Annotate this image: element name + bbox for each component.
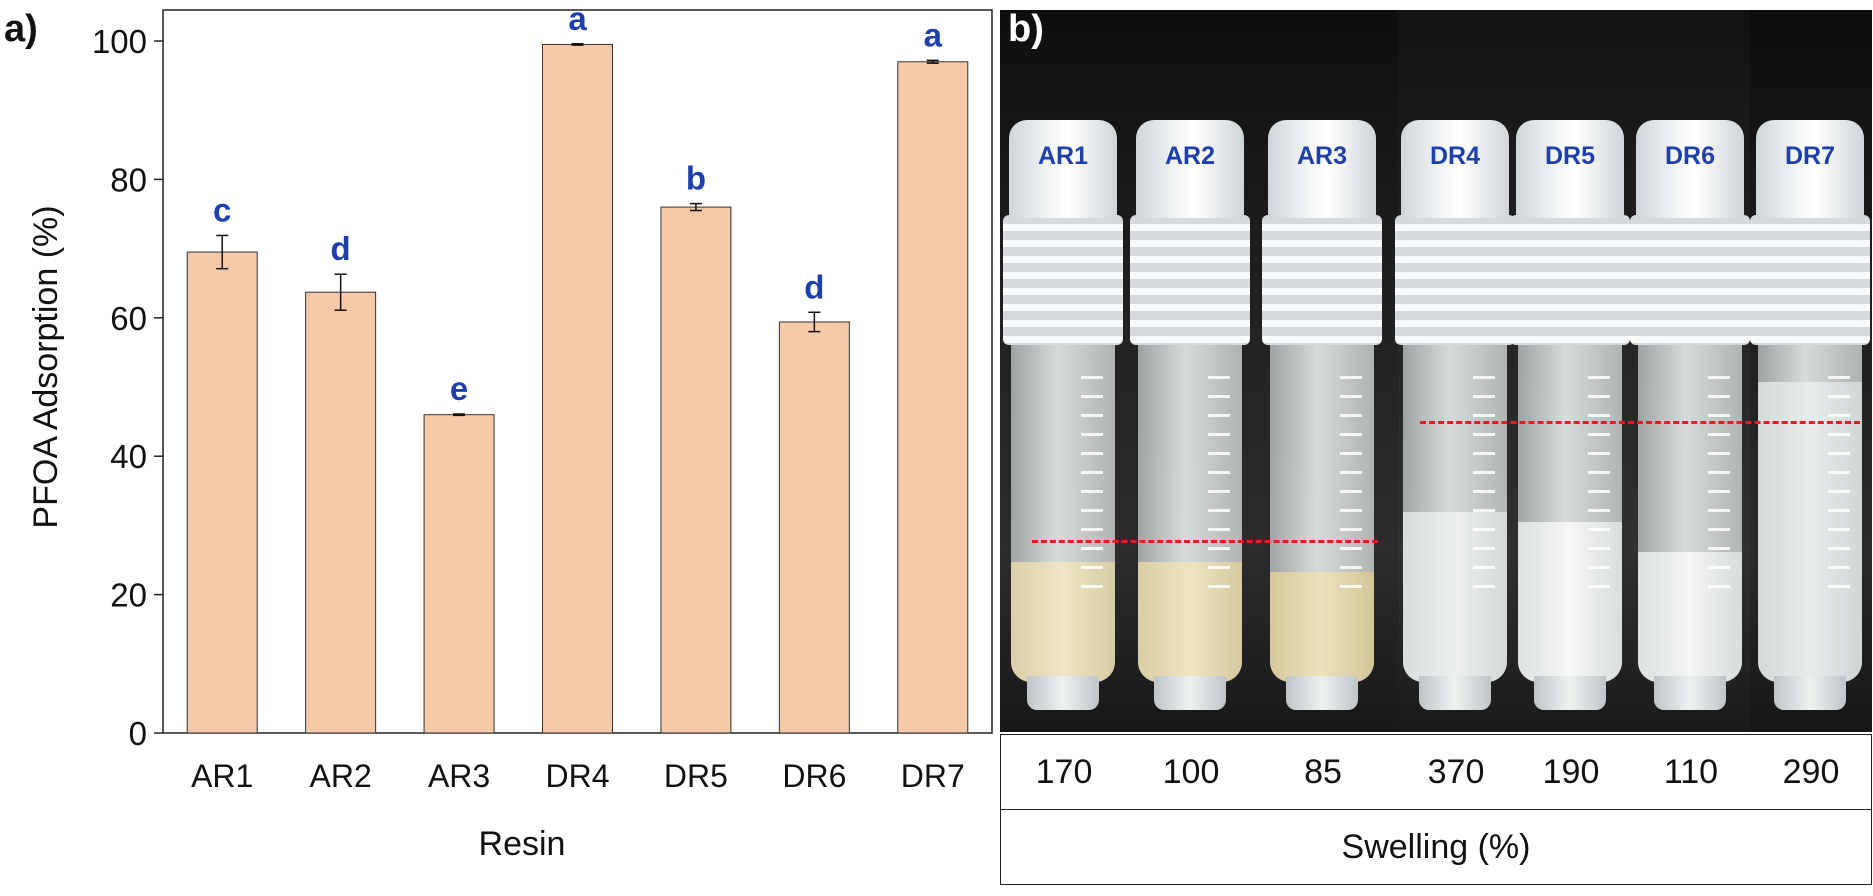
y-tick-label: 60 — [110, 300, 147, 337]
vial-photo-panel: AR1 AR2 AR3 DR4 DR5 DR6 DR7 b) — [1000, 8, 1872, 732]
vial-dr7: DR7 — [1750, 120, 1870, 710]
cap-ridges — [1630, 215, 1750, 345]
graduation-marks — [1708, 360, 1730, 600]
swelling-value-dr7: 290 — [1782, 753, 1840, 791]
panel-a-label: a) — [4, 8, 38, 50]
significance-letter-ar1: c — [213, 191, 231, 228]
significance-letter-dr6: d — [804, 268, 824, 305]
bar-dr4 — [542, 43, 613, 734]
y-tick-label: 20 — [110, 577, 147, 614]
significance-letter-dr7: a — [924, 16, 943, 53]
cap-ridges — [1395, 215, 1515, 345]
vial-dr6: DR6 — [1630, 120, 1750, 710]
y-axis-title: PFOA Adsorption (%) — [27, 205, 65, 528]
graduation-marks — [1208, 360, 1230, 600]
vial-ar1: AR1 — [1003, 120, 1123, 710]
vial-cap — [1401, 120, 1509, 218]
cap-label-ar2: AR2 — [1164, 142, 1215, 170]
swelling-value-dr6: 110 — [1663, 753, 1719, 791]
swelling-value-ar1: 170 — [1035, 753, 1093, 791]
vial-ar3: AR3 — [1262, 120, 1382, 710]
x-tick-label-dr7: DR7 — [901, 758, 965, 794]
significance-letter-ar2: d — [331, 230, 351, 267]
graduation-marks — [1588, 360, 1610, 600]
vial-ar2: AR2 — [1130, 120, 1250, 710]
x-tick-label-ar3: AR3 — [428, 758, 490, 794]
bar-dr5 — [660, 206, 732, 734]
swelling-level-line-ar — [1032, 540, 1378, 543]
x-tick-label-dr4: DR4 — [545, 758, 609, 794]
graduation-marks — [1081, 360, 1103, 600]
bar-ar3 — [423, 414, 495, 734]
swelling-value-dr4: 370 — [1427, 753, 1485, 791]
graduation-marks — [1473, 360, 1495, 600]
x-tick-label-dr6: DR6 — [782, 758, 846, 794]
cap-label-dr6: DR6 — [1664, 142, 1715, 170]
vial-base — [1774, 676, 1846, 710]
cap-label-ar1: AR1 — [1037, 142, 1088, 170]
cap-label-ar3: AR3 — [1296, 142, 1347, 170]
swelling-caption-row: Swelling (%) — [1000, 809, 1872, 885]
vial-cap — [1009, 120, 1117, 218]
cap-label-dr4: DR4 — [1429, 142, 1480, 170]
swelling-level-line-dr — [1420, 421, 1860, 424]
y-tick-label: 80 — [110, 161, 147, 198]
vial-photo: AR1 AR2 AR3 DR4 DR5 DR6 DR7 — [1000, 10, 1872, 732]
vial-cap — [1268, 120, 1376, 218]
swelling-value-ar3: 85 — [1304, 753, 1342, 791]
vial-base — [1027, 676, 1099, 710]
graduation-marks — [1340, 360, 1362, 600]
significance-letter-ar3: e — [450, 370, 468, 407]
vial-base — [1654, 676, 1726, 710]
swelling-value-ar2: 100 — [1162, 753, 1220, 791]
vial-cap — [1636, 120, 1744, 218]
cap-label-dr5: DR5 — [1544, 142, 1595, 170]
cap-ridges — [1510, 215, 1630, 345]
vial-base — [1286, 676, 1358, 710]
x-tick-label-ar2: AR2 — [310, 758, 372, 794]
x-tick-label-dr5: DR5 — [664, 758, 728, 794]
swelling-table: 170 100 85 370 190 110 290 Swelling (%) — [1000, 734, 1872, 894]
swelling-values-row: 170 100 85 370 190 110 290 — [1000, 734, 1872, 810]
vial-dr5: DR5 — [1510, 120, 1630, 710]
swelling-caption: Swelling (%) — [1341, 828, 1531, 866]
adsorption-bar-chart: 0 20 40 60 80 100 c AR1 d AR2 e AR3 a DR4 b DR5 d DR6 a DR… — [27, 0, 993, 863]
vial-cap — [1136, 120, 1244, 218]
vial-base — [1419, 676, 1491, 710]
bar-ar2 — [305, 291, 377, 734]
cap-ridges — [1003, 215, 1123, 345]
significance-letter-dr4: a — [568, 0, 587, 37]
bar-dr7 — [897, 61, 969, 734]
bar-ar1 — [186, 251, 258, 734]
vial-base — [1154, 676, 1226, 710]
panel-b-label: b) — [1008, 8, 1044, 50]
significance-letter-dr5: b — [686, 160, 706, 197]
x-axis-title: Resin — [479, 825, 566, 863]
cap-label-dr7: DR7 — [1784, 142, 1835, 170]
x-tick-label-ar1: AR1 — [191, 758, 253, 794]
y-tick-label: 0 — [129, 715, 147, 752]
y-tick-label: 40 — [110, 438, 147, 475]
graduation-marks — [1828, 360, 1850, 600]
vial-dr4: DR4 — [1395, 120, 1515, 710]
cap-ridges — [1130, 215, 1250, 345]
cap-ridges — [1750, 215, 1870, 345]
y-tick-label: 100 — [92, 23, 147, 60]
vial-cap — [1756, 120, 1864, 218]
cap-ridges — [1262, 215, 1382, 345]
vial-cap — [1516, 120, 1624, 218]
bar-dr6 — [778, 321, 850, 734]
swelling-value-dr5: 190 — [1542, 753, 1600, 791]
vial-base — [1534, 676, 1606, 710]
